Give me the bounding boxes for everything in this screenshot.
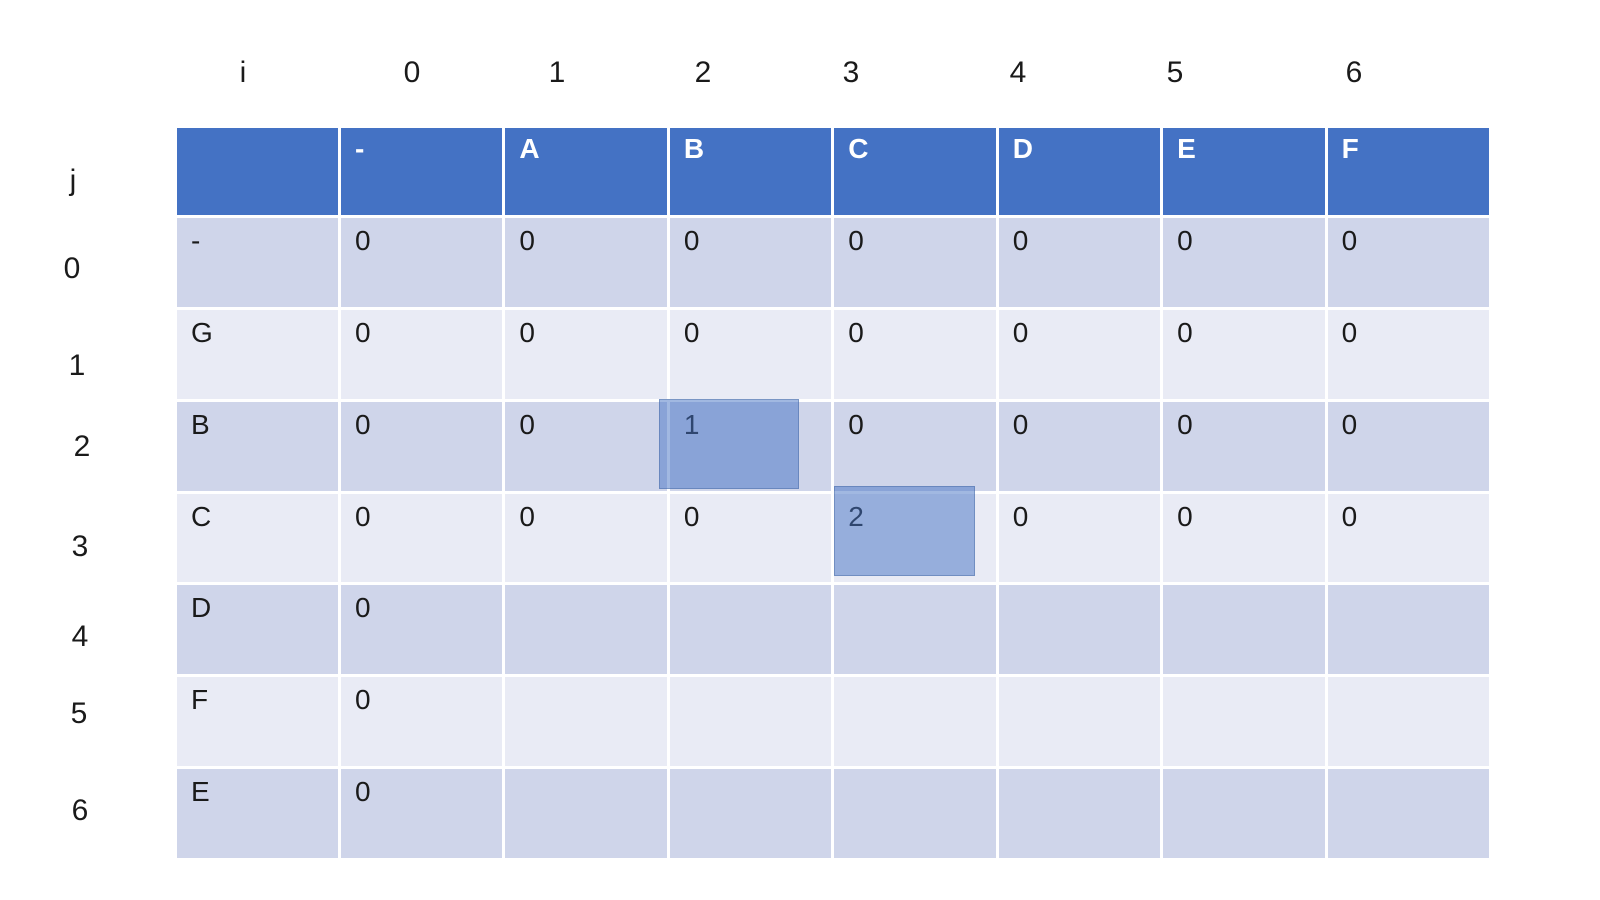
matrix-cell: 0 xyxy=(834,218,996,307)
row-index-label-0: 0 xyxy=(63,252,81,285)
matrix-row-label-cell: F xyxy=(177,677,338,767)
matrix-row-label-cell: - xyxy=(177,218,338,307)
matrix-cell: 0 xyxy=(669,309,832,399)
col-index-label-5: 5 xyxy=(1166,56,1184,89)
matrix-cell: 0 xyxy=(505,401,667,491)
matrix-header-cell: F xyxy=(1327,128,1489,215)
matrix-cell xyxy=(834,585,996,675)
matrix-cell: 0 xyxy=(1327,493,1489,583)
matrix-row-label-cell: G xyxy=(177,309,338,399)
matrix-header-corner xyxy=(177,128,338,215)
matrix-cell: 0 xyxy=(1327,309,1489,399)
matrix-cell: 0 xyxy=(998,309,1161,399)
col-index-label-6: 6 xyxy=(1345,56,1363,89)
matrix-row-label-cell: D xyxy=(177,585,338,675)
col-index-label-1: 1 xyxy=(548,56,566,89)
i-axis-label: i xyxy=(239,56,247,89)
matrix-cell: 0 xyxy=(505,218,667,307)
matrix-header-cell: B xyxy=(669,128,832,215)
matrix-cell xyxy=(998,677,1161,767)
matrix-cell: 0 xyxy=(1163,309,1325,399)
matrix-cell: 0 xyxy=(669,218,832,307)
matrix-row-label-cell: C xyxy=(177,493,338,583)
row-index-label-4: 4 xyxy=(71,620,89,653)
matrix-header-cell: E xyxy=(1163,128,1325,215)
matrix-cell: 0 xyxy=(341,309,503,399)
matrix-cell-highlighted: 1 xyxy=(669,401,832,491)
col-index-label-2: 2 xyxy=(694,56,712,89)
matrix-cell: 0 xyxy=(998,401,1161,491)
matrix-cell xyxy=(1327,769,1489,858)
matrix-cell xyxy=(505,585,667,675)
matrix-cell xyxy=(505,677,667,767)
matrix-cell xyxy=(1163,769,1325,858)
matrix-cell xyxy=(1327,677,1489,767)
row-index-label-1: 1 xyxy=(68,349,86,382)
matrix-cell: 0 xyxy=(998,218,1161,307)
row-index-label-2: 2 xyxy=(73,430,91,463)
matrix-cell: 0 xyxy=(834,401,996,491)
col-index-label-0: 0 xyxy=(403,56,421,89)
matrix-cell: 0 xyxy=(998,493,1161,583)
matrix-cell: 0 xyxy=(341,401,503,491)
matrix-cell: 0 xyxy=(1327,401,1489,491)
matrix-row-label-cell: B xyxy=(177,401,338,491)
matrix-cell: 0 xyxy=(341,585,503,675)
matrix-cell: 0 xyxy=(1163,218,1325,307)
matrix-cell xyxy=(669,769,832,858)
matrix-cell: 0 xyxy=(505,493,667,583)
row-index-label-6: 6 xyxy=(71,794,89,827)
matrix-header-cell: D xyxy=(998,128,1161,215)
matrix-cell: 0 xyxy=(341,677,503,767)
j-axis-label: j xyxy=(69,164,77,197)
matrix-cell: 0 xyxy=(669,493,832,583)
matrix-cell xyxy=(834,769,996,858)
matrix-cell xyxy=(669,585,832,675)
matrix-cell xyxy=(834,677,996,767)
matrix-header-cell: - xyxy=(341,128,503,215)
matrix-cell: 0 xyxy=(1163,493,1325,583)
matrix-cell xyxy=(1163,585,1325,675)
matrix-cell xyxy=(998,585,1161,675)
dp-matrix-table: - A B C D E F - 0 0 0 0 0 0 0 G 0 0 0 0 … xyxy=(177,128,1489,858)
col-index-label-3: 3 xyxy=(842,56,860,89)
matrix-cell: 0 xyxy=(341,218,503,307)
row-index-label-3: 3 xyxy=(71,530,89,563)
matrix-row-label-cell: E xyxy=(177,769,338,858)
col-index-label-4: 4 xyxy=(1009,56,1027,89)
matrix-header-cell: A xyxy=(505,128,667,215)
matrix-cell xyxy=(1163,677,1325,767)
matrix-cell: 0 xyxy=(834,309,996,399)
matrix-cell: 0 xyxy=(341,769,503,858)
matrix-cell xyxy=(669,677,832,767)
matrix-header-cell: C xyxy=(834,128,996,215)
matrix-cell xyxy=(1327,585,1489,675)
matrix-cell xyxy=(998,769,1161,858)
matrix-cell: 0 xyxy=(1163,401,1325,491)
matrix-cell-highlighted: 2 xyxy=(834,493,996,583)
matrix-cell: 0 xyxy=(505,309,667,399)
matrix-cell: 0 xyxy=(1327,218,1489,307)
matrix-cell: 0 xyxy=(341,493,503,583)
matrix-cell xyxy=(505,769,667,858)
row-index-label-5: 5 xyxy=(70,697,88,730)
